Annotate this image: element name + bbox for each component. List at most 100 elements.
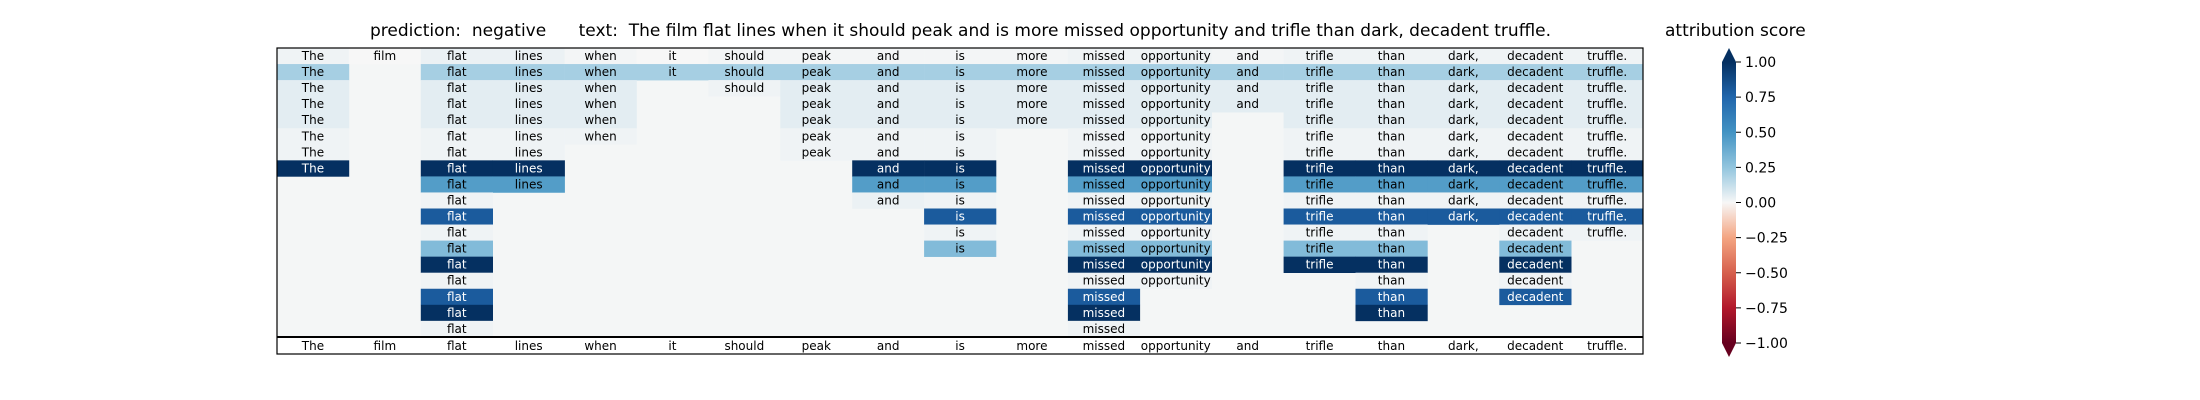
heatmap-cell <box>1499 208 1572 225</box>
heatmap-cell <box>1427 80 1500 97</box>
cell-token-label: missed <box>1083 210 1126 224</box>
heatmap-cell <box>1067 80 1141 97</box>
heatmap-cell <box>1571 80 1644 97</box>
heatmap-cell <box>1499 176 1572 193</box>
cell-token-label: trifle <box>1306 177 1334 191</box>
bottom-token-label: decadent <box>1507 339 1564 353</box>
heatmap-cell <box>420 208 493 225</box>
heatmap-cell <box>420 176 493 193</box>
cell-token-label: missed <box>1083 274 1126 288</box>
heatmap-cell <box>1499 96 1572 113</box>
cell-token-label: and <box>877 161 900 175</box>
cell-token-label: dark, <box>1448 161 1479 175</box>
cell-token-label: when <box>584 129 616 143</box>
cell-token-label: flat <box>447 210 467 224</box>
cell-token-label: missed <box>1083 226 1126 240</box>
heatmap-cell <box>1355 240 1428 257</box>
heatmap-cell <box>1139 192 1212 209</box>
cell-token-label: trifle <box>1306 242 1334 256</box>
heatmap-cell <box>277 80 350 97</box>
cell-token-label: flat <box>447 322 467 336</box>
cell-token-label: opportunity <box>1141 81 1211 95</box>
colorbar-tick-label: 0.00 <box>1745 196 1776 212</box>
cell-token-label: than <box>1378 193 1405 207</box>
heatmap-cell <box>1499 144 1572 161</box>
cell-token-label: opportunity <box>1141 242 1211 256</box>
bottom-token-label: opportunity <box>1141 339 1211 353</box>
heatmap-cell <box>852 80 925 97</box>
heatmap-cell <box>1355 192 1428 209</box>
cell-token-label: more <box>1016 81 1047 95</box>
heatmap-cell <box>996 80 1069 97</box>
cell-token-label: trifle <box>1306 81 1334 95</box>
bottom-token-label: trifle <box>1306 339 1334 353</box>
heatmap-cell <box>1139 128 1212 145</box>
heatmap-cell <box>1355 288 1428 306</box>
cell-token-label: and <box>877 65 900 79</box>
text-value: The film flat lines when it should peak … <box>628 21 1551 41</box>
cell-token-label: opportunity <box>1141 193 1211 207</box>
cell-token-label: lines <box>515 97 543 111</box>
cell-token-label: is <box>955 193 965 207</box>
heatmap-cell <box>1499 112 1572 129</box>
bottom-token-label: The <box>301 339 324 353</box>
heatmap-cell <box>420 96 493 113</box>
cell-token-label: dark, <box>1448 81 1479 95</box>
cell-token-label: missed <box>1083 258 1126 272</box>
heatmap-cell <box>1427 128 1500 145</box>
heatmap-cell <box>780 128 853 145</box>
heatmap-cell <box>780 144 853 161</box>
cell-token-label: when <box>584 81 616 95</box>
heatmap-cell <box>492 80 565 97</box>
cell-token-label: missed <box>1083 129 1126 143</box>
heatmap-cell <box>564 80 637 97</box>
cell-token-label: lines <box>515 161 543 175</box>
heatmap-cell <box>924 96 997 113</box>
bottom-token-label: than <box>1378 339 1405 353</box>
cell-token-label: The <box>301 161 324 175</box>
heatmap-cell <box>1067 208 1141 225</box>
cell-token-label: than <box>1378 65 1405 79</box>
heatmap-cell <box>852 128 925 145</box>
heatmap-cell <box>1067 192 1141 209</box>
cell-token-label: truffle. <box>1587 49 1627 63</box>
cell-token-label: missed <box>1083 81 1126 95</box>
cell-token-label: missed <box>1083 242 1126 256</box>
cell-token-label: decadent <box>1507 145 1564 159</box>
heatmap-cell <box>708 64 781 81</box>
heatmap-cell <box>924 128 997 145</box>
heatmap-cell <box>1499 256 1572 273</box>
cell-token-label: is <box>955 242 965 256</box>
heatmap-cell <box>852 192 925 209</box>
bottom-token-label: when <box>584 339 616 353</box>
cell-token-label: is <box>955 81 965 95</box>
heatmap-cell <box>420 304 493 322</box>
cell-token-label: decadent <box>1507 258 1564 272</box>
heatmap-cell <box>1067 288 1141 306</box>
heatmap-cell <box>1355 128 1428 145</box>
heatmap-cells <box>277 48 1644 338</box>
colorbar-tick-label: −1.00 <box>1745 336 1788 352</box>
cell-token-label: truffle. <box>1587 210 1627 224</box>
heatmap-cell <box>852 144 925 161</box>
cell-token-label: truffle. <box>1587 129 1627 143</box>
heatmap-cell <box>1427 144 1500 161</box>
heatmap-cell <box>1067 48 1141 65</box>
colorbar-gradient <box>1722 62 1736 343</box>
heatmap-cell <box>1355 256 1428 273</box>
cell-token-label: opportunity <box>1141 177 1211 191</box>
cell-token-label: opportunity <box>1141 49 1211 63</box>
cell-token-label: opportunity <box>1141 97 1211 111</box>
cell-token-label: than <box>1378 306 1405 320</box>
heatmap-cell <box>1067 240 1141 257</box>
cell-token-label: dark, <box>1448 193 1479 207</box>
cell-token-label: and <box>877 97 900 111</box>
heatmap-cell <box>636 64 709 81</box>
heatmap-cell <box>1499 128 1572 145</box>
heatmap-cell <box>1355 96 1428 113</box>
heatmap-cell <box>1355 160 1428 177</box>
cell-token-label: decadent <box>1507 161 1564 175</box>
bottom-token-label: peak <box>802 339 831 353</box>
heatmap-cell <box>1571 208 1644 225</box>
heatmap-cell <box>780 80 853 97</box>
